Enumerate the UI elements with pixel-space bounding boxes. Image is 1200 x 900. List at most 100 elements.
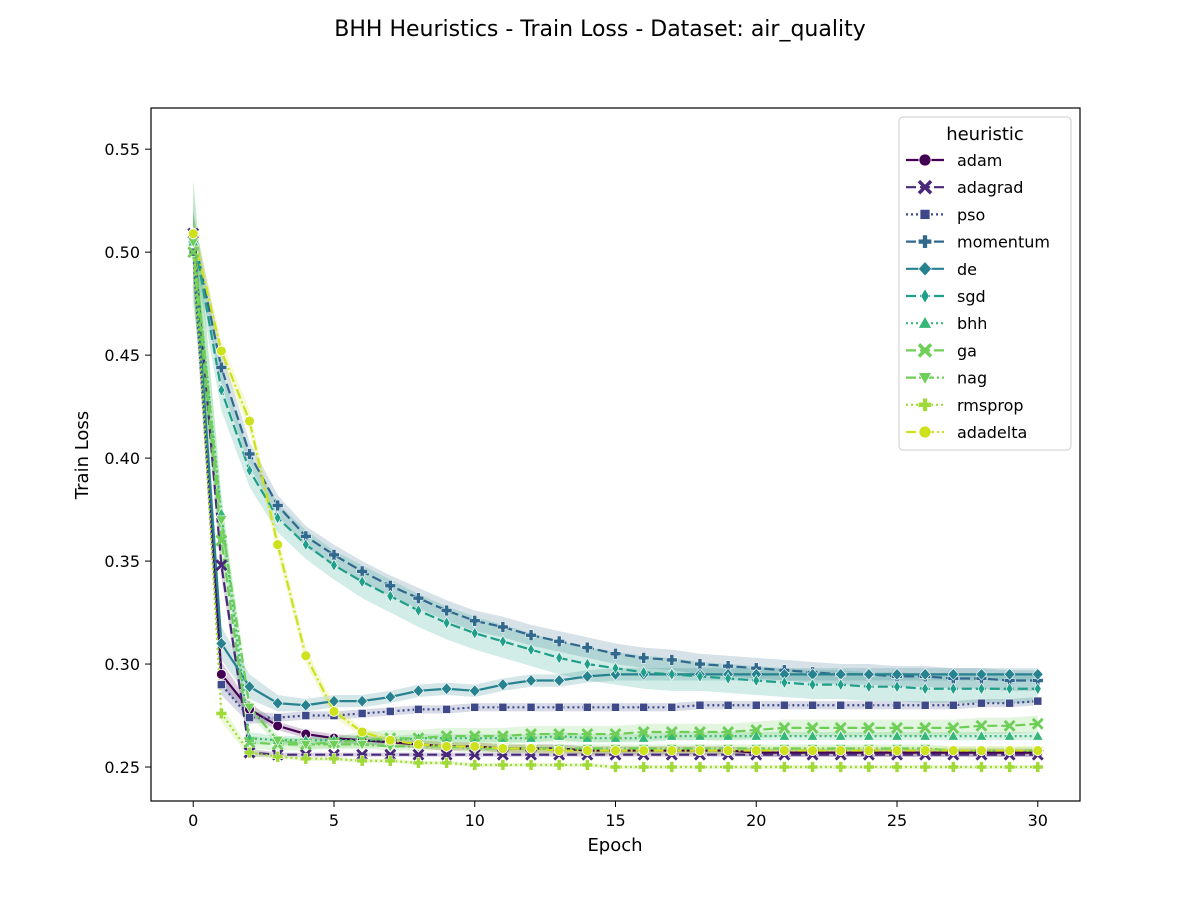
point-de-9 <box>440 682 453 696</box>
point-bhh-21 <box>778 729 791 741</box>
point-pso-17 <box>667 702 677 712</box>
point-sgd-3 <box>273 511 282 525</box>
legend-marker <box>917 179 933 195</box>
point-nag-3 <box>271 735 284 747</box>
point-de-1 <box>215 637 228 650</box>
point-sgd-11 <box>499 634 507 648</box>
point-de-28 <box>975 668 988 681</box>
legend-item-momentum: momentum <box>906 233 1050 252</box>
point-momentum-17 <box>666 654 678 666</box>
point-sgd-2 <box>245 464 254 477</box>
point-rmsprop-23 <box>835 761 847 773</box>
point-adadelta-17 <box>666 745 678 756</box>
point-pso-27 <box>948 700 958 710</box>
point-adadelta-20 <box>750 745 762 756</box>
point-adagrad-8 <box>412 748 425 761</box>
legend-item-pso: pso <box>906 205 985 224</box>
point-ga-29 <box>1003 719 1016 732</box>
x-tick-label: 30 <box>1028 811 1048 830</box>
point-sgd-28 <box>977 682 986 696</box>
y-tick-label: 0.55 <box>104 140 140 159</box>
point-sgd-13 <box>555 651 563 665</box>
point-ga-23 <box>834 721 847 734</box>
point-sgd-14 <box>583 657 592 671</box>
point-ga-24 <box>862 721 875 734</box>
point-adadelta-29 <box>1004 745 1015 756</box>
point-ga-26 <box>919 721 932 734</box>
chart-title: BHH Heuristics - Train Loss - Dataset: a… <box>334 17 865 42</box>
point-de-24 <box>863 668 875 681</box>
point-rmsprop-6 <box>356 755 368 767</box>
point-ga-25 <box>891 721 903 734</box>
point-adadelta-11 <box>497 743 509 754</box>
point-ga-12 <box>525 728 538 741</box>
point-momentum-1 <box>215 361 228 374</box>
point-rmsprop-29 <box>1003 761 1016 773</box>
point-momentum-11 <box>497 621 509 633</box>
point-pso-22 <box>808 700 817 710</box>
x-tick-label: 25 <box>887 811 907 830</box>
point-bhh-22 <box>806 729 819 741</box>
legend-marker <box>918 397 932 412</box>
y-tick-label: 0.35 <box>104 552 140 571</box>
point-bhh-25 <box>891 729 903 741</box>
point-pso-6 <box>357 709 367 718</box>
point-bhh-26 <box>919 729 932 741</box>
point-rmsprop-22 <box>806 761 819 773</box>
y-axis-ticks: 0.25 0.30 0.35 0.40 0.45 0.50 0.55 <box>104 140 151 777</box>
point-momentum-2 <box>243 448 256 460</box>
legend-marker <box>917 343 933 358</box>
point-rmsprop-11 <box>497 759 509 771</box>
point-sgd-7 <box>386 589 395 603</box>
point-sgd-17 <box>668 667 676 681</box>
legend-items: adam adagrad pso momentum de sgd bhh ga nag rmspr… <box>906 151 1050 442</box>
point-rmsprop-4 <box>300 753 312 765</box>
legend-item-adam: adam <box>906 151 1002 170</box>
point-ga-28 <box>975 719 988 732</box>
point-bhh-24 <box>862 729 875 741</box>
point-pso-15 <box>611 702 620 712</box>
point-de-11 <box>497 678 509 691</box>
legend-label: pso <box>957 205 985 224</box>
point-pso-19 <box>723 700 733 710</box>
legend-marker <box>917 261 933 277</box>
point-rmsprop-26 <box>919 761 931 773</box>
point-sgd-23 <box>836 678 845 692</box>
x-tick-label: 20 <box>746 811 766 830</box>
point-sgd-26 <box>921 682 929 696</box>
legend-item-adagrad: adagrad <box>906 178 1023 197</box>
point-rmsprop-8 <box>412 757 425 769</box>
point-adadelta-18 <box>694 745 706 756</box>
point-momentum-6 <box>356 565 368 578</box>
point-adadelta-7 <box>384 734 396 746</box>
point-de-29 <box>1003 668 1016 681</box>
legend-label: ga <box>957 341 977 360</box>
legend-item-sgd: sgd <box>906 287 986 306</box>
point-rmsprop-19 <box>722 761 734 773</box>
point-rmsprop-3 <box>272 751 284 763</box>
point-adadelta-23 <box>835 745 847 756</box>
point-sgd-8 <box>414 604 423 617</box>
point-adagrad-1 <box>215 559 228 572</box>
point-momentum-15 <box>609 648 622 660</box>
point-sgd-29 <box>1005 682 1014 696</box>
point-adadelta-26 <box>919 745 931 756</box>
point-ga-27 <box>947 721 960 734</box>
point-de-27 <box>947 668 960 681</box>
point-sgd-21 <box>780 676 789 690</box>
point-ga-11 <box>496 730 509 743</box>
point-ga-17 <box>665 726 678 738</box>
point-adadelta-28 <box>976 745 987 756</box>
point-bhh-30 <box>1031 729 1044 741</box>
x-tick-label: 5 <box>329 811 339 830</box>
point-pso-1 <box>217 680 226 689</box>
point-de-4 <box>300 698 312 712</box>
legend-label: rmsprop <box>957 396 1024 415</box>
point-adadelta-21 <box>779 745 790 756</box>
point-adagrad-9 <box>440 748 453 761</box>
point-pso-28 <box>977 698 986 708</box>
point-rmsprop-9 <box>440 757 453 769</box>
point-adadelta-30 <box>1032 745 1044 756</box>
point-de-8 <box>412 684 425 698</box>
